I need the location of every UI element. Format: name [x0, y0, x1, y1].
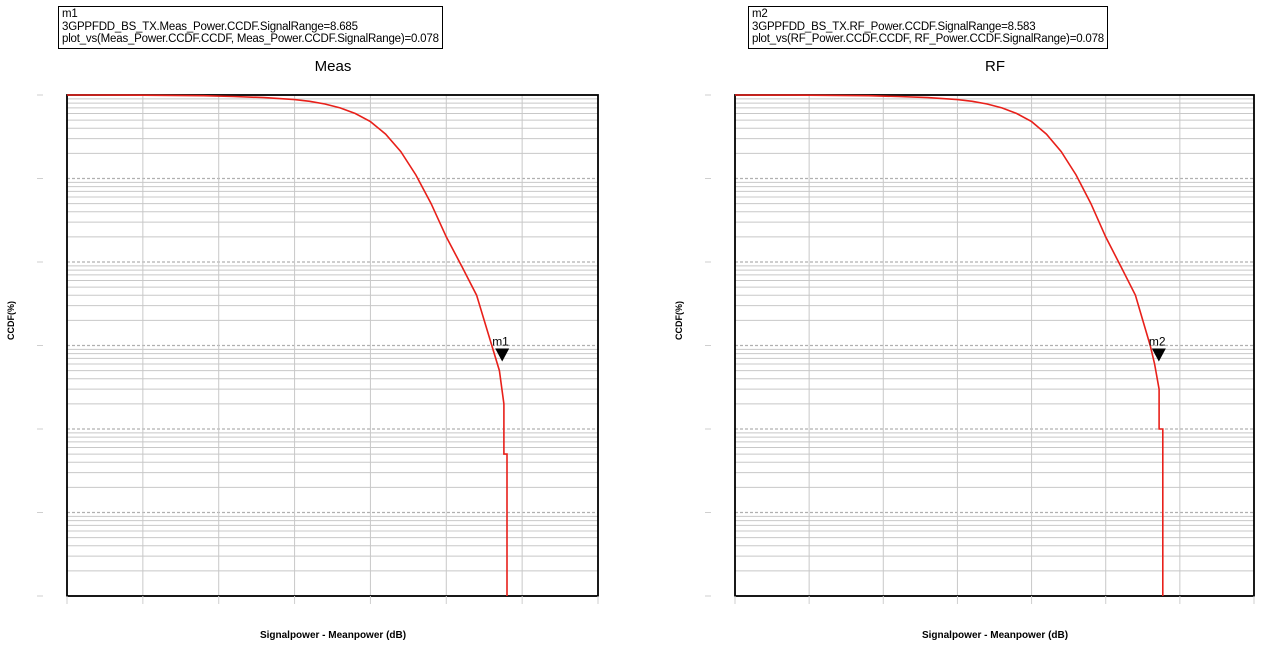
grid	[66, 94, 599, 597]
marker-readout-line: 3GPPFDD_BS_TX.Meas_Power.CCDF.SignalRang…	[62, 20, 358, 33]
marker-readout-line: m2	[752, 8, 768, 20]
marker-triangle	[495, 348, 510, 362]
plot-frame	[66, 94, 599, 597]
chart-panel-meas: m1 3GPPFDD_BS_TX.Meas_Power.CCDF.SignalR…	[0, 0, 620, 646]
grid	[734, 94, 1255, 597]
marker-readout-m1: m1 3GPPFDD_BS_TX.Meas_Power.CCDF.SignalR…	[58, 6, 443, 49]
marker-label: m2	[1149, 335, 1166, 349]
marker-label: m1	[492, 335, 509, 349]
marker-readout-m2: m2 3GPPFDD_BS_TX.RF_Power.CCDF.SignalRan…	[748, 6, 1108, 49]
chart-title: RF	[985, 58, 1005, 75]
ccdf-plot-meas: m1	[37, 94, 599, 604]
ccdf-plot-rf: m2	[705, 94, 1255, 604]
chart-title: Meas	[314, 58, 352, 75]
ccdf-series-line	[734, 94, 1164, 596]
ccdf-series-line	[66, 94, 508, 596]
marker-readout-line: 3GPPFDD_BS_TX.RF_Power.CCDF.SignalRange=…	[752, 20, 1036, 33]
marker-readout-line: m1	[62, 8, 78, 20]
marker-readout-line: plot_vs(Meas_Power.CCDF.CCDF, Meas_Power…	[62, 33, 439, 45]
marker-readout-line: plot_vs(RF_Power.CCDF.CCDF, RF_Power.CCD…	[752, 33, 1104, 45]
plot-frame	[734, 94, 1255, 597]
x-axis-label: Signalpower - Meanpower (dB)	[921, 630, 1069, 641]
x-axis-label: Signalpower - Meanpower (dB)	[259, 630, 407, 641]
marker-triangle	[1151, 348, 1166, 362]
chart-panel-rf: m2 3GPPFDD_BS_TX.RF_Power.CCDF.SignalRan…	[668, 0, 1269, 646]
